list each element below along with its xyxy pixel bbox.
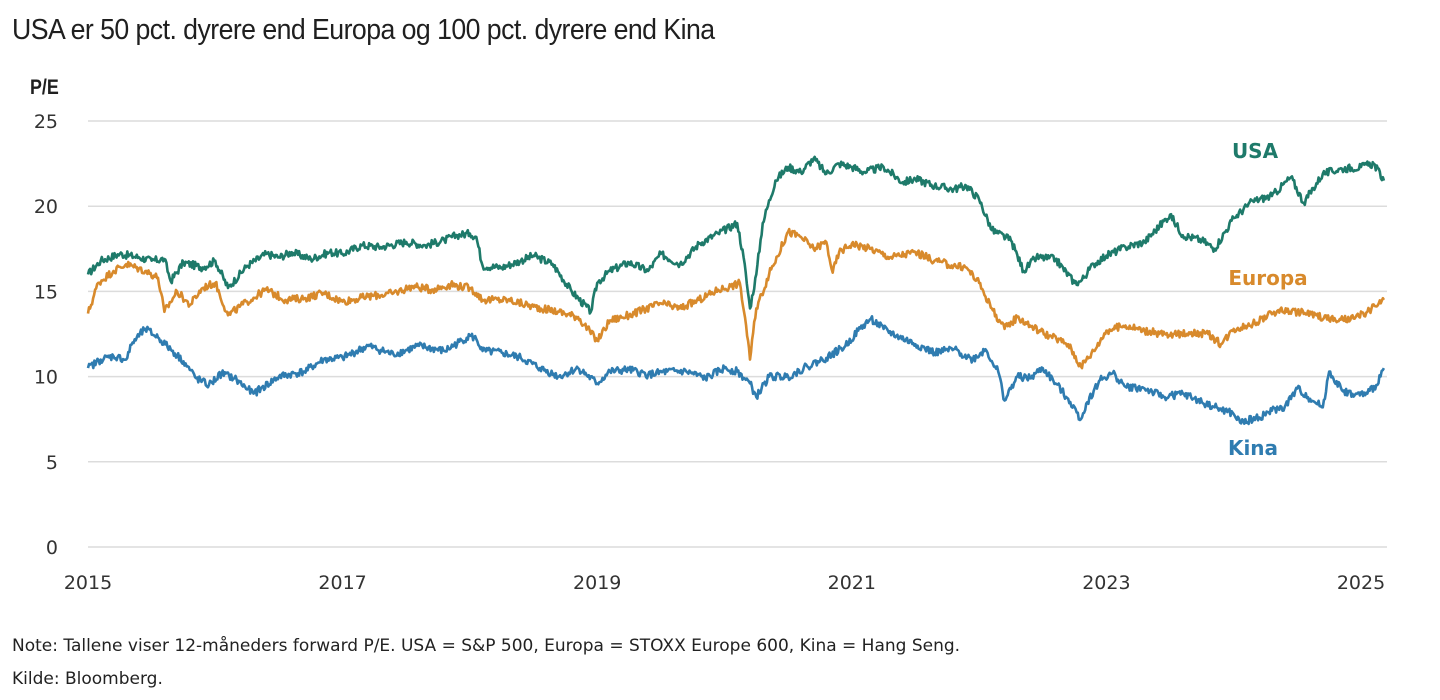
y-tick-label: 25 (34, 111, 58, 133)
x-tick-label: 2019 (573, 572, 621, 594)
y-tick-label: 15 (34, 281, 58, 303)
y-axis-ticks: 0 5 10 15 20 25 (34, 111, 58, 559)
series-label-usa: USA (1232, 139, 1279, 163)
y-tick-label: 5 (46, 452, 58, 474)
series-lines (86, 155, 1386, 426)
series-label-kina: Kina (1228, 436, 1278, 460)
x-tick-label: 2023 (1082, 572, 1130, 594)
series-labels: USA Europa Kina (1228, 139, 1308, 460)
series-line-europa (86, 227, 1386, 370)
x-tick-label: 2017 (318, 572, 366, 594)
x-tick-label: 2021 (828, 572, 876, 594)
x-tick-label: 2015 (64, 572, 112, 594)
series-line-kina (86, 315, 1386, 426)
gridlines (88, 120, 1387, 548)
x-tick-label: 2025 (1337, 572, 1385, 594)
y-tick-label: 0 (46, 537, 58, 559)
chart-title: USA er 50 pct. dyrere end Europa og 100 … (12, 14, 715, 46)
y-axis-label: P/E (30, 76, 59, 99)
y-tick-label: 20 (34, 196, 58, 218)
y-tick-label: 10 (34, 367, 58, 389)
series-line-usa (86, 155, 1386, 315)
x-axis-ticks: 2015 2017 2019 2021 2023 2025 (64, 572, 1385, 594)
chart-source: Kilde: Bloomberg. (12, 669, 163, 689)
chart-note: Note: Tallene viser 12-måneders forward … (12, 636, 961, 656)
series-label-europa: Europa (1228, 266, 1307, 290)
